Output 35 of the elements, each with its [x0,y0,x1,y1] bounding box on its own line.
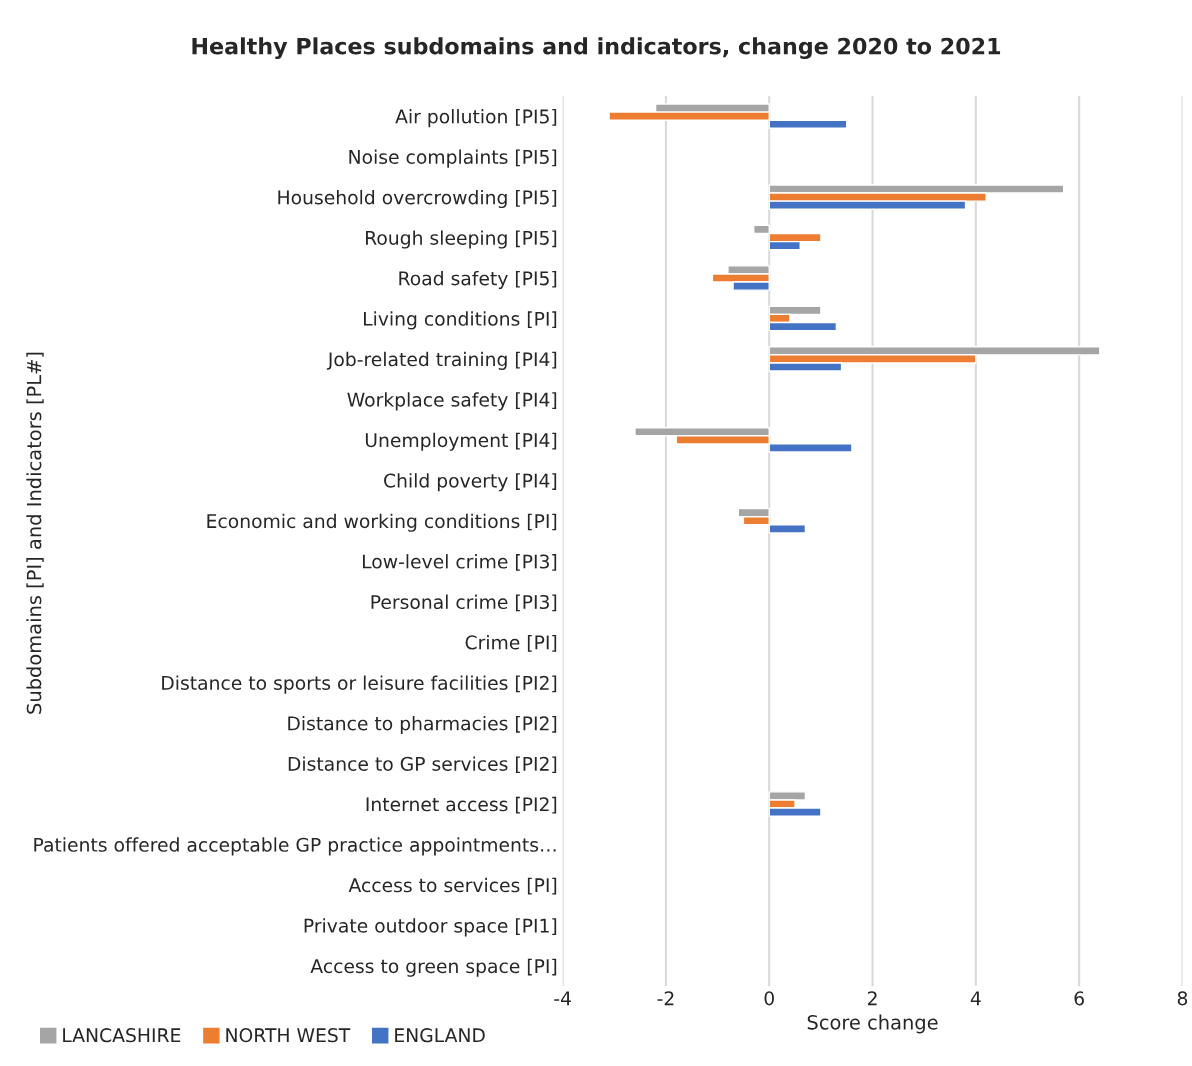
x-tick-label: -4 [554,991,571,1006]
y-tick-label: Unemployment [PI4] [365,432,557,451]
y-tick-label: Household overcrowding [PI5] [278,189,557,209]
y-axis-title: Subdomains [PI] and Indicators [PL#] [26,352,44,714]
y-tick-label: Rough sleeping [PI5] [366,230,557,249]
y-tick-label: Access to services [PI] [348,877,557,895]
y-tick-label: Economic and working conditions [PI] [207,513,557,532]
y-tick-label: Personal crime [PI3] [371,594,557,612]
x-tick-label: 4 [970,991,981,1006]
x-tick-label: -2 [657,991,674,1006]
chart-title: Healthy Places subdomains and indicators, change 2020 to 2021 [192,37,1001,59]
y-tick-label: Private outdoor space [PI1] [304,918,557,937]
legend-label: LANCASHIRE [63,1028,181,1043]
legend-label: NORTH WEST [226,1028,351,1043]
y-tick-label: Access to green space [PI] [310,958,557,977]
y-tick-label: Distance to GP services [PI2] [288,756,557,774]
y-tick-label: Air pollution [PI5] [395,109,557,128]
y-tick-label: Living conditions [PI] [364,311,557,330]
y-tick-label: Low-level crime [PI3] [362,554,557,571]
y-tick-label: Patients offered acceptable GP practice appointments… [34,837,556,856]
x-axis-title: Score change [807,1014,938,1034]
y-tick-label: Workplace safety [PI4] [347,392,557,411]
y-tick-label: Child poverty [PI4] [384,473,557,492]
y-tick-label: Distance to pharmacies [PI2] [288,715,557,735]
y-tick-label: Internet access [PI2] [366,796,557,814]
y-tick-label: Crime [PI] [465,635,557,652]
x-tick-label: 6 [1074,991,1084,1006]
legend-label: ENGLAND [395,1028,485,1043]
y-tick-label: Job-related training [PI4] [326,351,557,370]
y-tick-label: Noise complaints [PI5] [349,149,557,168]
x-tick-label: 8 [1177,991,1188,1006]
x-tick-label: 0 [764,991,774,1006]
x-tick-label: 2 [867,991,877,1006]
y-tick-label: Road safety [PI5] [399,270,557,290]
y-tick-label: Distance to sports or leisure facilities [PI2] [162,675,557,694]
